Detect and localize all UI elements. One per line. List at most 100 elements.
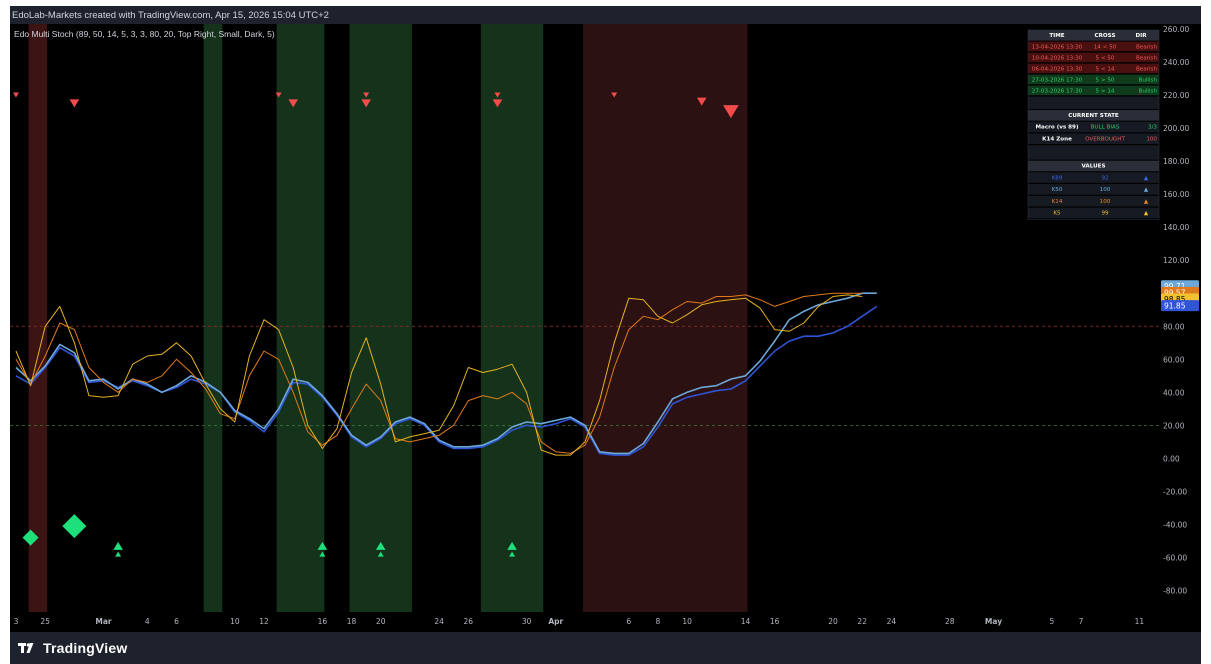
table-cell-cross: 5 < 14 xyxy=(1096,66,1115,72)
x-tick-label: 8 xyxy=(656,617,661,626)
x-tick-label: 28 xyxy=(945,617,955,626)
values-label: K89 xyxy=(1052,175,1063,181)
x-tick-label: 6 xyxy=(174,617,179,626)
bearish-cross-marker xyxy=(361,99,371,108)
values-label: K5 xyxy=(1053,211,1061,217)
state-row xyxy=(1028,121,1159,133)
indicator-legend: Edo Multi Stoch (89, 50, 14, 5, 3, 3, 80… xyxy=(14,29,275,39)
y-tick-label: 20.00 xyxy=(1163,421,1185,430)
x-tick-label: 20 xyxy=(376,617,386,626)
x-tick-label: 10 xyxy=(230,617,240,626)
table-row xyxy=(1028,41,1159,52)
bullish-diamond-marker xyxy=(62,514,87,539)
x-tick-label: 22 xyxy=(857,617,867,626)
table-cell-time: 13-04-2026 13:30 xyxy=(1032,44,1083,50)
x-tick-label: Mar xyxy=(95,617,112,626)
x-tick-label: 4 xyxy=(145,617,150,626)
snapshot-title: EdoLab-Markets created with TradingView.… xyxy=(12,10,329,21)
values-row xyxy=(1028,195,1159,207)
shaded-zone xyxy=(203,24,223,612)
table-header-cell: CROSS xyxy=(1095,33,1116,39)
x-tick-label: May xyxy=(985,617,1002,626)
state-header-bg xyxy=(1028,110,1159,121)
table-cell-cross: 5 > 14 xyxy=(1096,88,1115,94)
y-tick-label: 240.00 xyxy=(1163,58,1189,67)
table-cell-time: 27-03-2026 17:30 xyxy=(1032,77,1083,83)
table-cell-time: 06-04-2026 13:30 xyxy=(1032,66,1083,72)
signal-table: TIME CROSS DIR 13-04-2026 13:30 14 < 50 Beari… xyxy=(1027,29,1160,220)
bearish-cross-marker xyxy=(696,97,707,106)
table-header-bg xyxy=(1028,30,1159,41)
table-cell-dir: Bearish xyxy=(1136,66,1157,72)
table-row xyxy=(1028,85,1159,96)
x-tick-label: 11 xyxy=(1135,617,1145,626)
tradingview-icon xyxy=(18,643,34,653)
bearish-cross-marker xyxy=(492,99,503,108)
state-value: OVERBOUGHT xyxy=(1085,136,1125,142)
shaded-zone xyxy=(480,24,544,612)
price-label: 99.71 xyxy=(1164,282,1186,291)
x-tick-label: 14 xyxy=(741,617,751,626)
table-header-cell: TIME xyxy=(1049,33,1064,39)
x-tick-label: 25 xyxy=(40,617,50,626)
table-row xyxy=(1028,74,1159,85)
bearish-cross-marker xyxy=(611,92,618,98)
tradingview-logo[interactable]: TradingView xyxy=(18,640,127,656)
table-cell-time: 10-04-2026 13:30 xyxy=(1032,55,1083,61)
footer-bar: TradingView xyxy=(10,632,1201,664)
chart-canvas[interactable]: 260.00240.00220.00200.00180.00160.00140.… xyxy=(10,24,1201,632)
table-row xyxy=(1028,63,1159,74)
bullish-cross-marker xyxy=(509,551,516,557)
price-label: 98.85 xyxy=(1164,295,1186,304)
bullish-cross-marker xyxy=(317,541,328,550)
x-tick-label: 6 xyxy=(626,617,631,626)
bullish-cross-marker xyxy=(113,541,123,550)
bearish-cross-marker xyxy=(723,105,739,119)
values-value: 92 xyxy=(1101,175,1108,181)
bullish-cross-marker xyxy=(507,541,517,550)
y-tick-label: 180.00 xyxy=(1163,157,1189,166)
state-extra: 3/3 xyxy=(1148,125,1157,131)
up-arrow-icon: ▲ xyxy=(1144,211,1149,217)
values-row xyxy=(1028,172,1159,183)
table-spacer xyxy=(1028,145,1159,160)
x-tick-label: 18 xyxy=(347,617,357,626)
y-tick-label: -80.00 xyxy=(1163,586,1187,595)
values-label: K14 xyxy=(1052,199,1063,205)
table-border xyxy=(1027,29,1160,220)
bearish-cross-marker xyxy=(69,99,80,108)
table-cell-dir: Bullish xyxy=(1138,88,1157,94)
table-cell-cross: 5 < 50 xyxy=(1096,55,1115,61)
y-tick-label: 0.00 xyxy=(1163,454,1180,463)
bullish-cross-marker xyxy=(115,551,122,557)
table-header-cell: DIR xyxy=(1135,33,1147,39)
x-tick-label: 5 xyxy=(1049,617,1054,626)
y-tick-label: 120.00 xyxy=(1163,256,1189,265)
state-label: Macro (vs 89) xyxy=(1035,125,1078,131)
x-tick-label: 3 xyxy=(14,617,19,626)
bullish-cross-marker xyxy=(319,551,326,557)
x-tick-label: 16 xyxy=(770,617,780,626)
x-tick-label: 10 xyxy=(682,617,692,626)
x-tick-label: 16 xyxy=(318,617,328,626)
x-tick-label: 26 xyxy=(464,617,474,626)
bullish-diamond-marker xyxy=(22,529,39,546)
y-tick-label: 160.00 xyxy=(1163,190,1189,199)
shaded-zone xyxy=(583,24,748,612)
x-tick-label: 24 xyxy=(434,617,444,626)
up-arrow-icon: ▲ xyxy=(1144,175,1149,181)
y-tick-label: 220.00 xyxy=(1163,91,1189,100)
x-tick-label: 30 xyxy=(522,617,532,626)
x-tick-label: 24 xyxy=(887,617,897,626)
values-header-bg xyxy=(1028,160,1159,172)
bearish-cross-marker xyxy=(363,92,370,98)
values-row xyxy=(1028,184,1159,195)
state-extra: 100 xyxy=(1146,136,1157,142)
y-tick-label: -20.00 xyxy=(1163,487,1187,496)
bearish-cross-marker xyxy=(275,92,282,98)
x-tick-label: 20 xyxy=(828,617,838,626)
state-value: BULL BIAS xyxy=(1091,125,1120,131)
y-tick-label: 200.00 xyxy=(1163,124,1189,133)
table-spacer xyxy=(1028,96,1159,110)
